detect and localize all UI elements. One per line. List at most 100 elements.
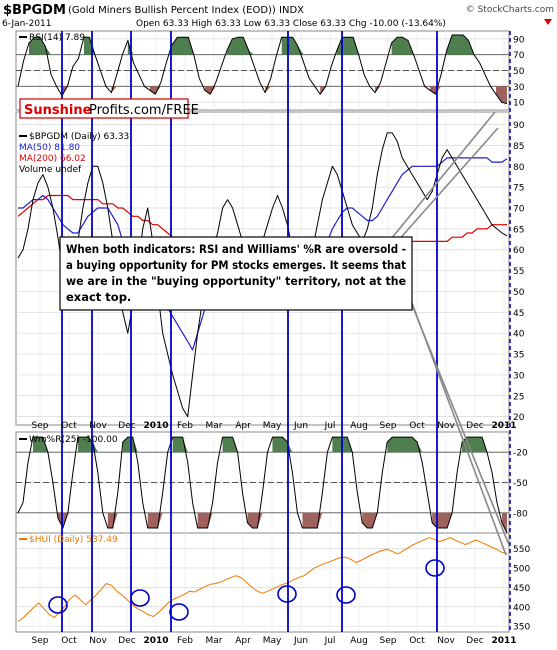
down-arrow-icon xyxy=(544,19,552,25)
x-tick-label: Feb xyxy=(177,636,193,646)
y-tick-label: 25 xyxy=(513,392,524,402)
overbought-fill xyxy=(32,437,488,453)
oversold-circle xyxy=(336,586,356,604)
legend-label: Wm%R(25) -100.00 xyxy=(29,435,118,445)
y-tick-label: 400 xyxy=(513,603,530,613)
x-tick-label: May xyxy=(263,421,282,431)
pointer-arrows xyxy=(381,111,510,556)
x-tick-label: May xyxy=(263,636,282,646)
x-tick-label: Jul xyxy=(324,636,336,646)
x-tick-label: Nov xyxy=(437,421,455,431)
williams-line xyxy=(17,436,508,534)
x-tick-label: Jun xyxy=(293,421,308,431)
oversold-circle xyxy=(277,585,297,603)
y-tick-label: 500 xyxy=(513,564,530,574)
x-tick-labels: Sep Oct Nov Dec 2010 Feb Mar Apr May Jun Jul Aug Sep… xyxy=(32,421,517,646)
y-tick-label: 85 xyxy=(513,142,524,152)
oversold-circle xyxy=(169,603,189,621)
chart-symbol: $BPGDM xyxy=(3,3,66,18)
y-tick-label: 90 xyxy=(513,35,525,45)
x-tick-label: Feb xyxy=(177,421,193,431)
legend-label: Volume undef xyxy=(19,165,82,175)
oversold-circle xyxy=(48,596,68,614)
y-tick-label: 55 xyxy=(513,267,524,277)
y-tick-label: 30 xyxy=(513,371,525,381)
x-tick-label: Aug xyxy=(350,636,368,646)
y-tick-label: 70 xyxy=(513,51,525,61)
x-tick-label: Apr xyxy=(235,636,251,646)
x-tick-label: Sep xyxy=(380,421,397,431)
oversold-fill xyxy=(57,512,507,533)
x-tick-label: Oct xyxy=(409,421,425,431)
watermark-url: Profits.com/FREE xyxy=(89,103,199,118)
x-tick-label: 2010 xyxy=(143,636,168,646)
annotation-box xyxy=(59,236,413,311)
y-tick-label: 45 xyxy=(513,309,524,319)
x-tick-label: Oct xyxy=(409,636,425,646)
y-tick-label: 350 xyxy=(513,623,530,633)
x-tick-label: Jun xyxy=(293,636,308,646)
x-tick-label: Oct xyxy=(61,421,77,431)
x-tick-label: 2010 xyxy=(143,421,168,431)
y-tick-label: 65 xyxy=(513,225,524,235)
pointer-line xyxy=(381,111,496,251)
oversold-circles xyxy=(48,559,445,621)
y-tick-label: -80 xyxy=(513,509,528,519)
y-tick-label: 550 xyxy=(513,545,530,555)
annotation-line: we are in the "buying opportunity" terri… xyxy=(66,274,406,288)
y-tick-label: 50 xyxy=(513,67,525,77)
x-tick-label: Dec xyxy=(466,636,483,646)
x-tick-label: Sep xyxy=(380,636,397,646)
pointer-line xyxy=(387,127,499,253)
annotation-line: When both indicators: RSI and Williams' … xyxy=(66,242,406,256)
legend-label: MA(50) 81.80 xyxy=(19,143,80,153)
y-tick-label: 75 xyxy=(513,184,524,194)
y-tick-label: 10 xyxy=(513,99,525,109)
oversold-circle xyxy=(425,559,445,577)
x-tick-label: Dec xyxy=(466,421,483,431)
x-tick-label: Aug xyxy=(350,421,368,431)
legend-label: RSI(14) 7.89 xyxy=(29,33,85,43)
copyright: © StockCharts.com xyxy=(466,5,554,15)
x-tick-label: Mar xyxy=(206,636,223,646)
x-tick-label: Dec xyxy=(118,636,135,646)
x-tick-label: Nov xyxy=(89,421,107,431)
x-tick-label: Nov xyxy=(437,636,455,646)
legend-label: MA(200) 66.02 xyxy=(19,154,86,164)
y-tick-label: 30 xyxy=(513,83,525,93)
oversold-circle xyxy=(130,589,150,607)
hui-panel xyxy=(15,532,510,633)
annotation-line: a buying opportunity for PM stocks emerg… xyxy=(66,258,406,272)
y-tick-label: 20 xyxy=(513,413,525,423)
y-tick-label: 35 xyxy=(513,351,524,361)
zone-fills xyxy=(28,34,508,533)
y-tick-label: 50 xyxy=(513,288,525,298)
y-tick-label: 80 xyxy=(513,163,525,173)
y-tick-label: 60 xyxy=(513,246,525,256)
x-tick-label: Apr xyxy=(235,421,251,431)
annotation-line: exact top. xyxy=(66,290,131,304)
y-tick-label: -50 xyxy=(513,479,528,489)
annotation-text: When both indicators: RSI and Williams' … xyxy=(66,242,406,304)
vertical-markers xyxy=(61,31,511,632)
chart-date: 6-Jan-2011 xyxy=(2,19,52,29)
chart-quote: Open 63.33 High 63.33 Low 63.33 Close 63… xyxy=(136,19,446,29)
pointer-line xyxy=(411,302,507,556)
x-tick-label: Sep xyxy=(32,421,49,431)
y-tick-label: 450 xyxy=(513,584,530,594)
x-tick-label: 2011 xyxy=(491,636,516,646)
y-tick-labels: 90 70 50 30 10 90 85 80 75 70 65 60 55 50 45 40 35 30 25 20… xyxy=(513,35,530,632)
y-tick-label: 90 xyxy=(513,121,525,131)
x-tick-label: Mar xyxy=(206,421,223,431)
x-tick-label: Nov xyxy=(89,636,107,646)
x-tick-label: 2011 xyxy=(491,421,516,431)
y-tick-label: 70 xyxy=(513,204,525,214)
x-tick-label: Sep xyxy=(32,636,49,646)
legend-label: $HUI (Daily) 537.49 xyxy=(29,535,118,545)
chart-name: (Gold Miners Bullish Percent Index (EOD)… xyxy=(68,5,304,16)
y-tick-label: -20 xyxy=(513,449,528,459)
hui-line xyxy=(17,537,508,622)
x-tick-label: Dec xyxy=(118,421,135,431)
